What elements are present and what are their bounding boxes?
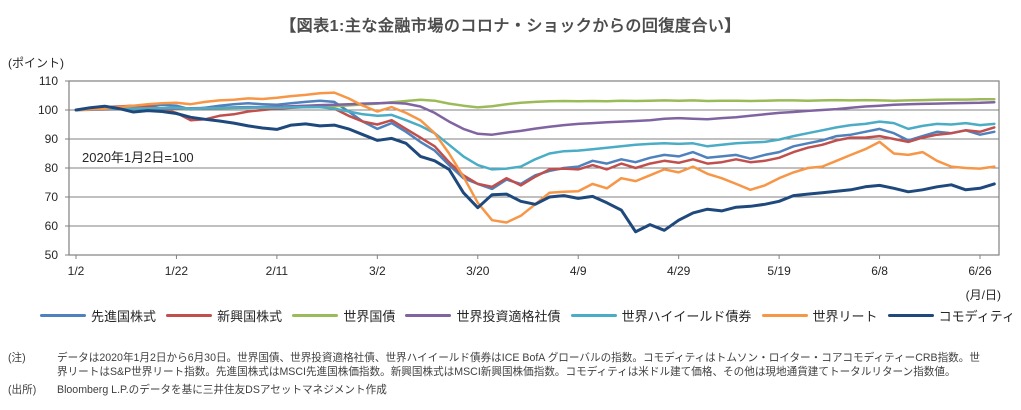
x-tick-label: 1/22 bbox=[165, 264, 189, 278]
legend-item-新興国株式: 新興国株式 bbox=[166, 306, 282, 325]
y-tick-label: 80 bbox=[45, 161, 59, 175]
x-tick-label: 3/20 bbox=[466, 264, 490, 278]
legend-label: 世界ハイイールド債券 bbox=[621, 308, 752, 324]
note-line-1: データは2020年1月2日から6月30日。世界国債、世界投資適格社債、世界ハイイ… bbox=[57, 352, 980, 364]
x-axis-unit-label: (月/日) bbox=[965, 288, 1001, 302]
legend-item-世界リート: 世界リート bbox=[761, 306, 878, 325]
x-tick-label: 4/29 bbox=[667, 264, 691, 278]
legend-swatch bbox=[570, 313, 617, 317]
y-tick-label: 110 bbox=[39, 74, 58, 88]
y-tick-label: 90 bbox=[45, 132, 59, 146]
note-body: データは2020年1月2日から6月30日。世界国債、世界投資適格社債、世界ハイイ… bbox=[57, 351, 980, 379]
legend-item-世界投資適格社債: 世界投資適格社債 bbox=[405, 306, 560, 325]
series-line-コモディティ bbox=[74, 104, 996, 234]
legend-item-世界ハイイールド債券: 世界ハイイールド債券 bbox=[570, 306, 752, 325]
y-tick-label: 70 bbox=[45, 190, 59, 204]
series-line-新興国株式 bbox=[74, 104, 996, 189]
x-tick-label: 4/9 bbox=[570, 264, 587, 278]
legend-swatch bbox=[40, 313, 86, 317]
x-tick-label: 6/8 bbox=[871, 264, 888, 278]
note-line-2: 界リートはS&P世界リート指数。先進国株式はMSCI先進国株価指数。新興国株式は… bbox=[57, 366, 956, 378]
x-tick-label: 1/2 bbox=[68, 264, 85, 278]
series-line-世界投資適格社債 bbox=[74, 100, 996, 136]
figure-title: 【図表1:主な金融市場のコロナ・ショックからの回復度合い】 bbox=[280, 18, 741, 35]
x-tick-label: 2/11 bbox=[266, 264, 289, 278]
legend-label: コモディティ bbox=[938, 308, 1015, 324]
footnotes: (注) データは2020年1月2日から6月30日。世界国債、世界投資適格社債、世… bbox=[8, 351, 1018, 397]
legend-swatch bbox=[887, 313, 934, 317]
x-tick-label: 5/19 bbox=[767, 264, 791, 278]
source-label: (出所) bbox=[8, 384, 37, 396]
legend-label: 新興国株式 bbox=[217, 308, 283, 324]
legend-swatch bbox=[292, 313, 339, 317]
y-tick-label: 100 bbox=[38, 103, 58, 117]
legend-label: 先進国株式 bbox=[91, 308, 157, 324]
base-date-annotation: 2020年1月2日=100 bbox=[82, 150, 194, 165]
legend-label: 世界投資適格社債 bbox=[456, 308, 561, 324]
legend-label: 世界リート bbox=[812, 308, 878, 324]
legend-item-先進国株式: 先進国株式 bbox=[40, 306, 156, 325]
y-tick-label: 50 bbox=[45, 248, 59, 262]
x-tick-label: 3/2 bbox=[369, 264, 386, 278]
series-line-世界リート bbox=[74, 91, 996, 224]
series-line-先進国株式 bbox=[74, 99, 996, 191]
legend-item-コモディティ: コモディティ bbox=[887, 306, 1015, 325]
legend-swatch bbox=[761, 313, 808, 317]
legend: 先進国株式 新興国株式 世界国債 世界投資適格社債 世界ハイイールド債券 世界リート コモデ… bbox=[40, 306, 1015, 324]
legend-swatch bbox=[166, 313, 213, 317]
y-tick-label: 60 bbox=[45, 219, 59, 233]
note-label: (注) bbox=[8, 352, 26, 364]
legend-label: 世界国債 bbox=[343, 308, 396, 324]
series-line-世界ハイイールド債券 bbox=[74, 105, 996, 171]
legend-item-世界国債: 世界国債 bbox=[292, 306, 395, 325]
x-tick-label: 6/26 bbox=[968, 264, 992, 278]
series-line-世界国債 bbox=[74, 98, 996, 112]
y-axis-unit-label: (ポイント) bbox=[8, 56, 64, 70]
source-text: Bloomberg L.P.のデータを基に三井住友DSアセットマネジメント作成 bbox=[57, 384, 387, 396]
plot-border bbox=[68, 80, 1000, 256]
legend-swatch bbox=[405, 313, 452, 317]
